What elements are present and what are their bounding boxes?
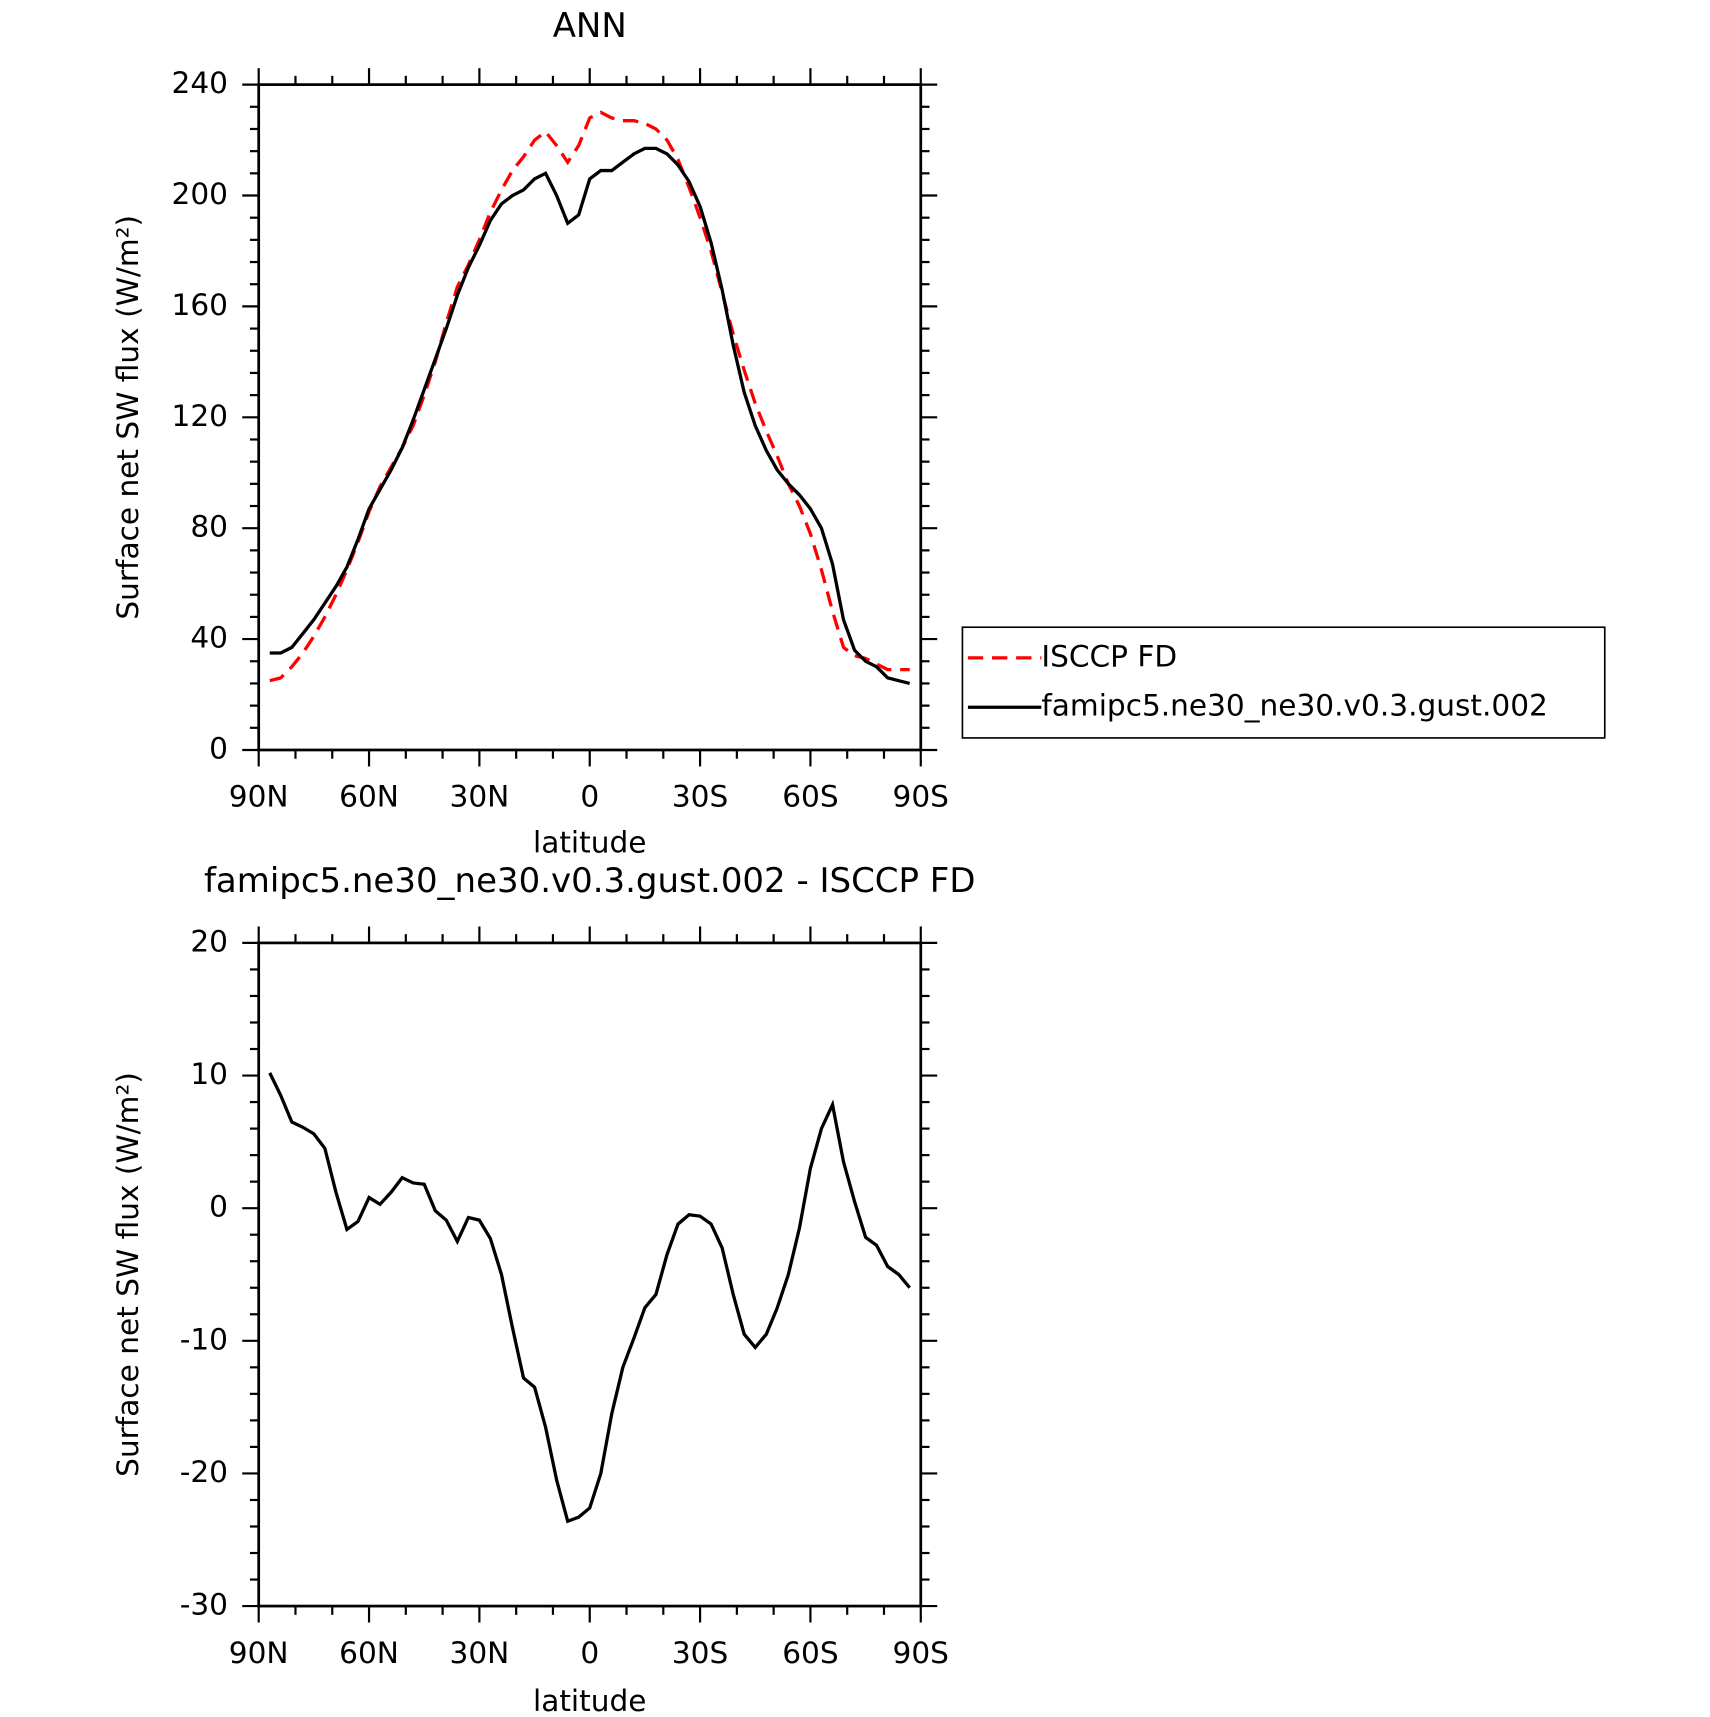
y-tick-label: 20 <box>190 924 228 958</box>
x-tick-label: 90N <box>229 780 289 814</box>
x-tick-label: 30S <box>672 780 728 814</box>
legend-box <box>961 626 1606 739</box>
y-tick-label: 120 <box>172 399 228 433</box>
y-tick-label: -10 <box>180 1322 228 1356</box>
y-tick-label: 10 <box>190 1057 228 1091</box>
x-tick-label: 30S <box>672 1636 728 1670</box>
x-tick-label: 90N <box>229 1636 289 1670</box>
y-tick-label: 200 <box>172 177 228 211</box>
data-line <box>269 110 910 683</box>
x-axis-label: latitude <box>533 826 646 860</box>
x-tick-label: 0 <box>580 1636 599 1670</box>
x-axis-label: latitude <box>533 1684 646 1717</box>
data-line <box>269 146 911 686</box>
y-tick-label: 80 <box>190 510 228 544</box>
y-tick-label: 240 <box>172 66 228 100</box>
x-tick-label: 0 <box>580 780 599 814</box>
x-tick-label: 90S <box>893 1636 949 1670</box>
y-tick-label: 160 <box>172 288 228 322</box>
legend-label: ISCCP FD <box>1041 639 1177 673</box>
data-line <box>268 1072 911 1524</box>
x-tick-label: 30N <box>450 1636 510 1670</box>
chart-title: ANN <box>553 6 627 46</box>
y-tick-label: -30 <box>180 1588 228 1622</box>
y-tick-label: 40 <box>190 621 228 655</box>
x-tick-label: 60N <box>339 780 399 814</box>
y-axis-label: Surface net SW flux (W/m²) <box>111 215 145 620</box>
y-axis-label: Surface net SW flux (W/m²) <box>111 1072 145 1477</box>
legend-label: famipc5.ne30_ne30.v0.3.gust.002 <box>1041 689 1548 723</box>
y-tick-label: 0 <box>209 731 228 765</box>
plot-frame <box>257 83 923 752</box>
y-tick-label: 0 <box>209 1190 228 1224</box>
y-tick-label: -20 <box>180 1455 228 1489</box>
chart-title: famipc5.ne30_ne30.v0.3.gust.002 - ISCCP … <box>204 861 976 901</box>
x-tick-label: 90S <box>893 780 949 814</box>
x-tick-label: 60N <box>339 1636 399 1670</box>
x-tick-label: 30N <box>450 780 510 814</box>
x-tick-label: 60S <box>782 780 838 814</box>
plot-frame <box>257 941 923 1608</box>
x-tick-label: 60S <box>782 1636 838 1670</box>
